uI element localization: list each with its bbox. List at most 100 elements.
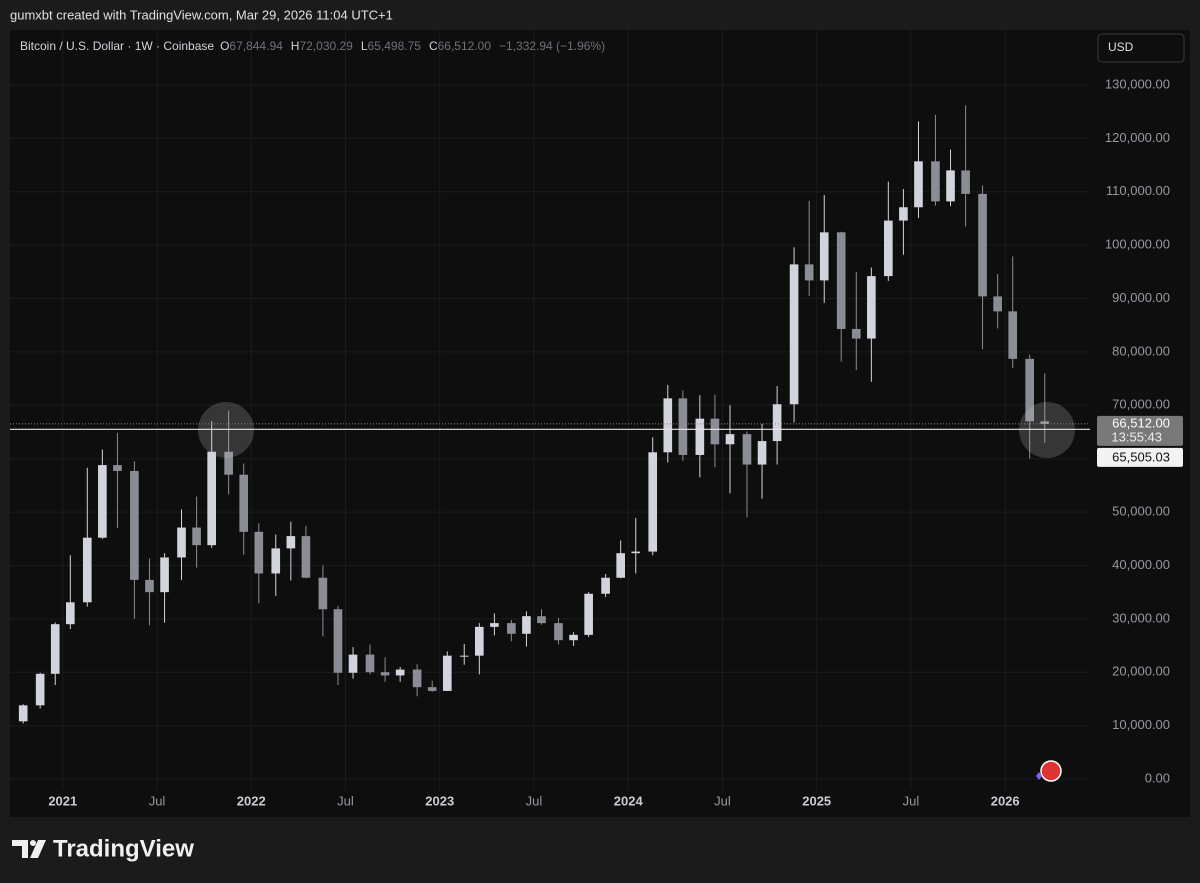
chart-panel xyxy=(10,30,1190,817)
legend-key: O xyxy=(220,39,229,53)
candle-body xyxy=(177,527,186,558)
legend-key: C xyxy=(429,39,438,53)
x-tick-label: 2026 xyxy=(991,793,1020,808)
candle-body xyxy=(993,296,1002,312)
candle-body xyxy=(35,673,45,706)
candle-body xyxy=(537,616,546,624)
candle-body xyxy=(427,687,437,691)
logo-mark xyxy=(12,840,28,858)
x-tick-label: 2021 xyxy=(48,793,77,808)
candle-body xyxy=(931,161,940,202)
candle-body xyxy=(978,193,987,297)
x-tick-label: Jul xyxy=(337,793,354,808)
logo-mark xyxy=(30,840,46,858)
y-tick-label: 50,000.00 xyxy=(1112,504,1170,519)
x-tick-label: Jul xyxy=(714,793,731,808)
x-tick-label: 2022 xyxy=(237,793,266,808)
x-tick-label: 2023 xyxy=(425,793,454,808)
candle-body xyxy=(459,655,469,657)
candle-body xyxy=(851,328,861,339)
candle-body xyxy=(65,602,75,625)
candle-body xyxy=(145,579,154,593)
candle-body xyxy=(867,276,876,339)
legend-value: 65,498.75 xyxy=(368,39,422,53)
candle-body xyxy=(82,537,92,603)
candle-body xyxy=(1008,311,1018,359)
currency-label[interactable]: USD xyxy=(1108,40,1134,54)
candle-body xyxy=(648,452,658,552)
y-tick-label: 10,000.00 xyxy=(1112,717,1170,732)
candle-body xyxy=(475,626,484,656)
candle-body xyxy=(160,557,169,593)
overlay: 0.00 10,000.00 20,000.00 30,000.00 40,000.00… xyxy=(10,76,1183,808)
candle-body xyxy=(1040,421,1050,424)
currency-button[interactable] xyxy=(1097,33,1185,63)
header: gumxbt created with TradingView.com, Mar… xyxy=(10,7,393,22)
candle-body xyxy=(98,465,107,538)
event-spark xyxy=(1036,772,1042,780)
candle-body xyxy=(914,161,923,208)
candle-body xyxy=(365,654,375,673)
candle-body xyxy=(663,398,673,453)
y-tick-label: 20,000.00 xyxy=(1112,664,1170,679)
candle-body xyxy=(819,232,829,281)
legend-title: Bitcoin / U.S. Dollar · 1W · Coinbase xyxy=(20,39,214,53)
candle-body xyxy=(946,170,955,202)
candle-body xyxy=(442,655,452,691)
legend-key: L xyxy=(361,39,368,53)
last-price-box xyxy=(1097,415,1183,446)
y-tick-label: 130,000.00 xyxy=(1105,76,1170,91)
candle-body xyxy=(380,672,390,676)
candle-body xyxy=(601,577,610,594)
y-tick-label: 30,000.00 xyxy=(1112,610,1170,625)
logo-dot xyxy=(30,840,36,846)
y-tick-label: 100,000.00 xyxy=(1105,237,1170,252)
x-tick-label: Jul xyxy=(903,793,920,808)
candle-body xyxy=(1025,358,1035,422)
candle-body xyxy=(507,623,516,634)
candle-body xyxy=(254,531,264,574)
candle-body xyxy=(804,264,814,281)
candle-body xyxy=(742,434,752,465)
hline-price-label: 65,505.03 xyxy=(1112,449,1170,464)
candle-body xyxy=(554,623,563,641)
candle-body xyxy=(192,527,201,546)
candle-body xyxy=(113,465,122,471)
candle-body xyxy=(584,593,593,635)
candle-body xyxy=(695,418,705,455)
candle-body xyxy=(757,441,767,465)
candle-body xyxy=(239,474,249,532)
legend-key: H xyxy=(291,39,300,53)
countdown-label: 13:55:43 xyxy=(1111,429,1162,444)
candle-body xyxy=(678,398,688,455)
candle-body xyxy=(318,577,328,610)
y-tick-label: 80,000.00 xyxy=(1112,343,1170,358)
y-tick-label: 40,000.00 xyxy=(1112,557,1170,572)
candle-body xyxy=(490,623,499,627)
candle-body xyxy=(18,705,28,722)
y-tick-label: 110,000.00 xyxy=(1106,183,1170,198)
x-tick-label: 2025 xyxy=(802,793,831,808)
candle-body xyxy=(301,536,311,578)
candle-body xyxy=(50,624,60,674)
y-tick-label: 120,000.00 xyxy=(1105,130,1170,145)
y-tick-label: 0.00 xyxy=(1145,770,1170,785)
candle-body xyxy=(271,548,281,574)
candle-body xyxy=(412,669,422,688)
y-tick-label: 70,000.00 xyxy=(1112,397,1170,412)
legend-value: 66,512.00 xyxy=(438,39,492,53)
brand: TradingView xyxy=(53,835,194,862)
last-price-label: 66,512.00 xyxy=(1112,415,1170,430)
candle-body xyxy=(710,418,720,445)
candle-body xyxy=(395,669,405,676)
candle-body xyxy=(961,170,970,194)
x-tick-label: Jul xyxy=(149,793,166,808)
candle-body xyxy=(884,220,893,277)
legend-change: −1,332.94 (−1.96%) xyxy=(499,39,605,53)
candle-body xyxy=(789,264,799,405)
event-icon[interactable] xyxy=(1040,760,1062,782)
x-tick-label: Jul xyxy=(526,793,543,808)
grid xyxy=(10,30,1090,790)
highlight-circle xyxy=(1019,402,1075,458)
